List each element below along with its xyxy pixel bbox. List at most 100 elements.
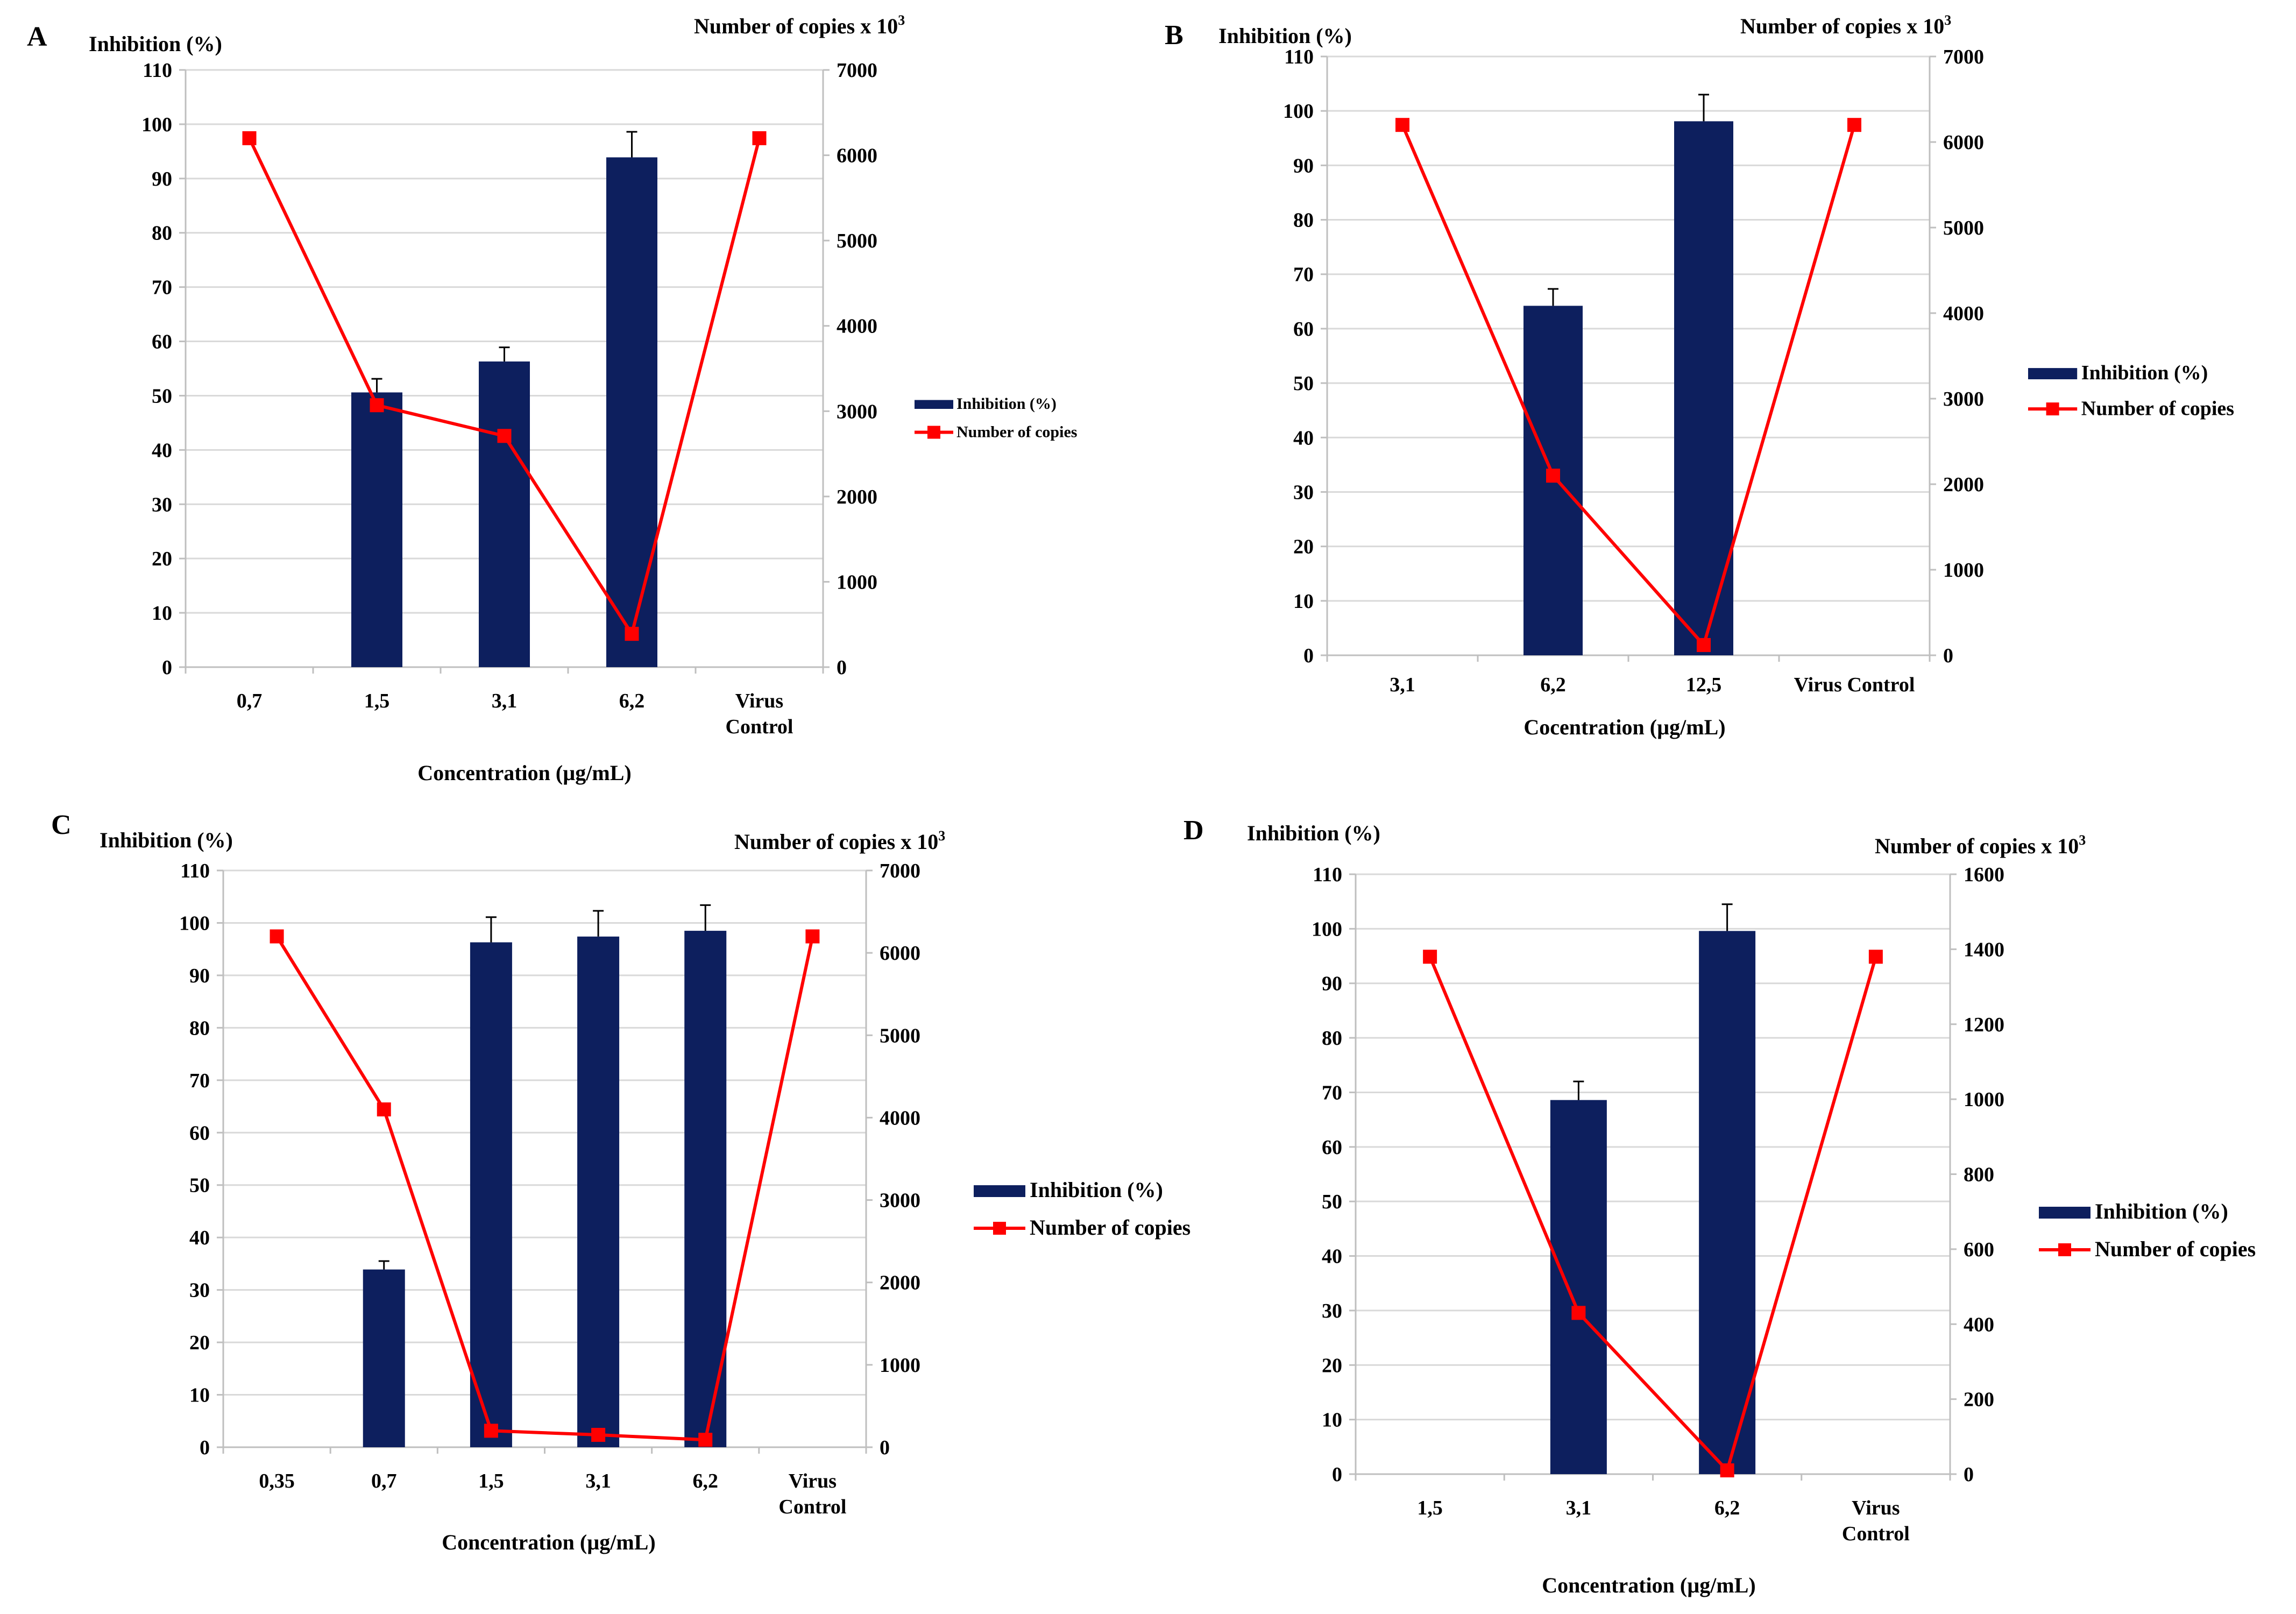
y2-tick-label: 5000 [1943, 217, 1984, 239]
y-tick-label: 80 [189, 1017, 210, 1039]
legend: Inhibition (%) Number of copies [2039, 1199, 2256, 1261]
y2-tick-label: 4000 [880, 1107, 920, 1129]
chart-panel-d: 0 10 20 30 40 50 60 70 80 90 100 110 0 200 400 600 800 10… [1184, 815, 2256, 1597]
bar-inhibition [606, 157, 657, 667]
marker-number-of-copies [1423, 950, 1437, 964]
y-tick-label: 0 [1303, 645, 1314, 667]
x-tick-label: 0,7 [237, 690, 263, 712]
legend-swatch-inhibition [974, 1185, 1025, 1197]
y-tick-label: 100 [1312, 918, 1342, 940]
marker-number-of-copies [1697, 638, 1711, 652]
y2-tick-label: 1000 [1943, 559, 1984, 582]
x-axis-title: Cocentration (µg/mL) [1523, 715, 1725, 739]
x-tick-label: 0,35 [259, 1470, 295, 1492]
legend-swatch-inhibition [2039, 1207, 2091, 1219]
bar-inhibition [577, 936, 620, 1447]
bar-inhibition [479, 361, 530, 667]
y2-tick-label: 600 [1964, 1238, 1994, 1261]
marker-number-of-copies [1571, 1306, 1586, 1320]
legend-swatch-marker [927, 426, 940, 439]
x-tick-label: Control [1842, 1523, 1910, 1545]
y-tick-label: 80 [1293, 209, 1314, 232]
x-tick-label: Virus [789, 1470, 837, 1492]
y2-tick-label: 2000 [1943, 473, 1984, 496]
y2-tick-label: 0 [837, 656, 847, 679]
y-tick-label: 40 [1322, 1245, 1342, 1268]
marker-number-of-copies [1847, 118, 1861, 132]
y2-axis-title-text: Number of copies x 10 [694, 14, 898, 38]
legend-swatch-marker [2058, 1243, 2071, 1256]
y2-tick-label: 1600 [1964, 863, 2004, 886]
y-tick-label: 50 [1293, 372, 1314, 395]
y-tick-label: 90 [1322, 973, 1342, 995]
chart-panel-a: 0 10 20 30 40 50 60 70 80 90 100 110 0 1000 2000 3000 40… [27, 12, 1077, 785]
y-tick-label: 110 [143, 59, 172, 82]
y2-axis-title: Number of copies x 103 [694, 12, 905, 38]
y-tick-label: 10 [1293, 590, 1314, 613]
marker-number-of-copies [497, 429, 512, 443]
y2-axis-title-sup: 3 [2079, 832, 2086, 848]
y-tick-label: 10 [1322, 1409, 1342, 1432]
marker-number-of-copies [591, 1428, 606, 1442]
bar-inhibition [684, 931, 727, 1447]
y-tick-label: 20 [1322, 1354, 1342, 1377]
x-tick-label: 6,2 [1714, 1497, 1740, 1519]
legend-label-copies: Number of copies [2095, 1237, 2256, 1261]
legend-swatch-marker [993, 1222, 1006, 1235]
y2-tick-label: 2000 [880, 1272, 920, 1294]
chart-panel-b: 0 10 20 30 40 50 60 70 80 90 100 110 0 1000 2000 3000 40… [1165, 12, 2234, 739]
y-axis-title: Inhibition (%) [1247, 821, 1380, 845]
y-tick-label: 30 [152, 493, 172, 516]
x-axis-title: Concentration (µg/mL) [417, 761, 631, 785]
panel-letter: A [27, 22, 47, 52]
y-tick-label: 110 [1313, 863, 1342, 886]
legend: Inhibition (%) Number of copies [2028, 362, 2234, 420]
y-tick-label: 20 [189, 1332, 210, 1354]
marker-number-of-copies [484, 1424, 498, 1438]
y-tick-label: 40 [152, 439, 172, 462]
bar-inhibition [363, 1269, 405, 1447]
marker-number-of-copies [242, 131, 257, 145]
legend-label-inhibition: Inhibition (%) [956, 395, 1057, 413]
marker-number-of-copies [1720, 1463, 1734, 1478]
y2-axis-title-sup: 3 [1944, 12, 1951, 28]
bar-inhibition [351, 392, 402, 667]
y-axis-title: Inhibition (%) [89, 32, 222, 56]
x-tick-label: 6,2 [693, 1470, 719, 1492]
y-tick-label: 40 [1293, 427, 1314, 449]
marker-number-of-copies [270, 929, 284, 944]
legend-label-copies: Number of copies [956, 423, 1077, 441]
legend: Inhibition (%) Number of copies [915, 395, 1077, 441]
y-tick-label: 100 [1283, 100, 1314, 123]
y-tick-label: 0 [1332, 1463, 1342, 1486]
x-tick-label: 6,2 [1540, 674, 1566, 696]
x-tick-label: 3,1 [1390, 674, 1415, 696]
y2-tick-label: 3000 [837, 400, 877, 423]
y2-axis-title: Number of copies x 103 [1740, 12, 1951, 38]
x-tick-label: Virus Control [1794, 674, 1915, 696]
y2-tick-label: 6000 [837, 145, 877, 167]
bar-inhibition [1550, 1100, 1607, 1474]
y2-tick-label: 4000 [837, 315, 877, 338]
y-tick-label: 100 [179, 912, 210, 935]
legend-label-copies: Number of copies [2081, 398, 2234, 420]
line-number-of-copies [1428, 956, 1877, 1474]
y2-tick-label: 1000 [837, 571, 877, 593]
x-tick-label: 3,1 [585, 1470, 611, 1492]
x-tick-label: 3,1 [492, 690, 518, 712]
y-tick-label: 20 [152, 548, 172, 570]
y2-tick-label: 0 [1943, 645, 1953, 667]
y-tick-label: 80 [152, 222, 172, 245]
y-tick-label: 90 [189, 965, 210, 987]
y2-tick-label: 7000 [1943, 46, 1984, 68]
y2-axis-title-text: Number of copies x 10 [1875, 834, 2079, 858]
y2-tick-label: 7000 [880, 860, 920, 882]
y2-tick-label: 3000 [1943, 388, 1984, 410]
y2-axis-title: Number of copies x 103 [1875, 832, 2086, 858]
x-tick-label: 6,2 [619, 690, 645, 712]
y-tick-label: 30 [189, 1279, 210, 1302]
panel-letter: D [1184, 815, 1204, 846]
y-tick-label: 60 [1322, 1136, 1342, 1159]
y-tick-label: 70 [152, 277, 172, 299]
